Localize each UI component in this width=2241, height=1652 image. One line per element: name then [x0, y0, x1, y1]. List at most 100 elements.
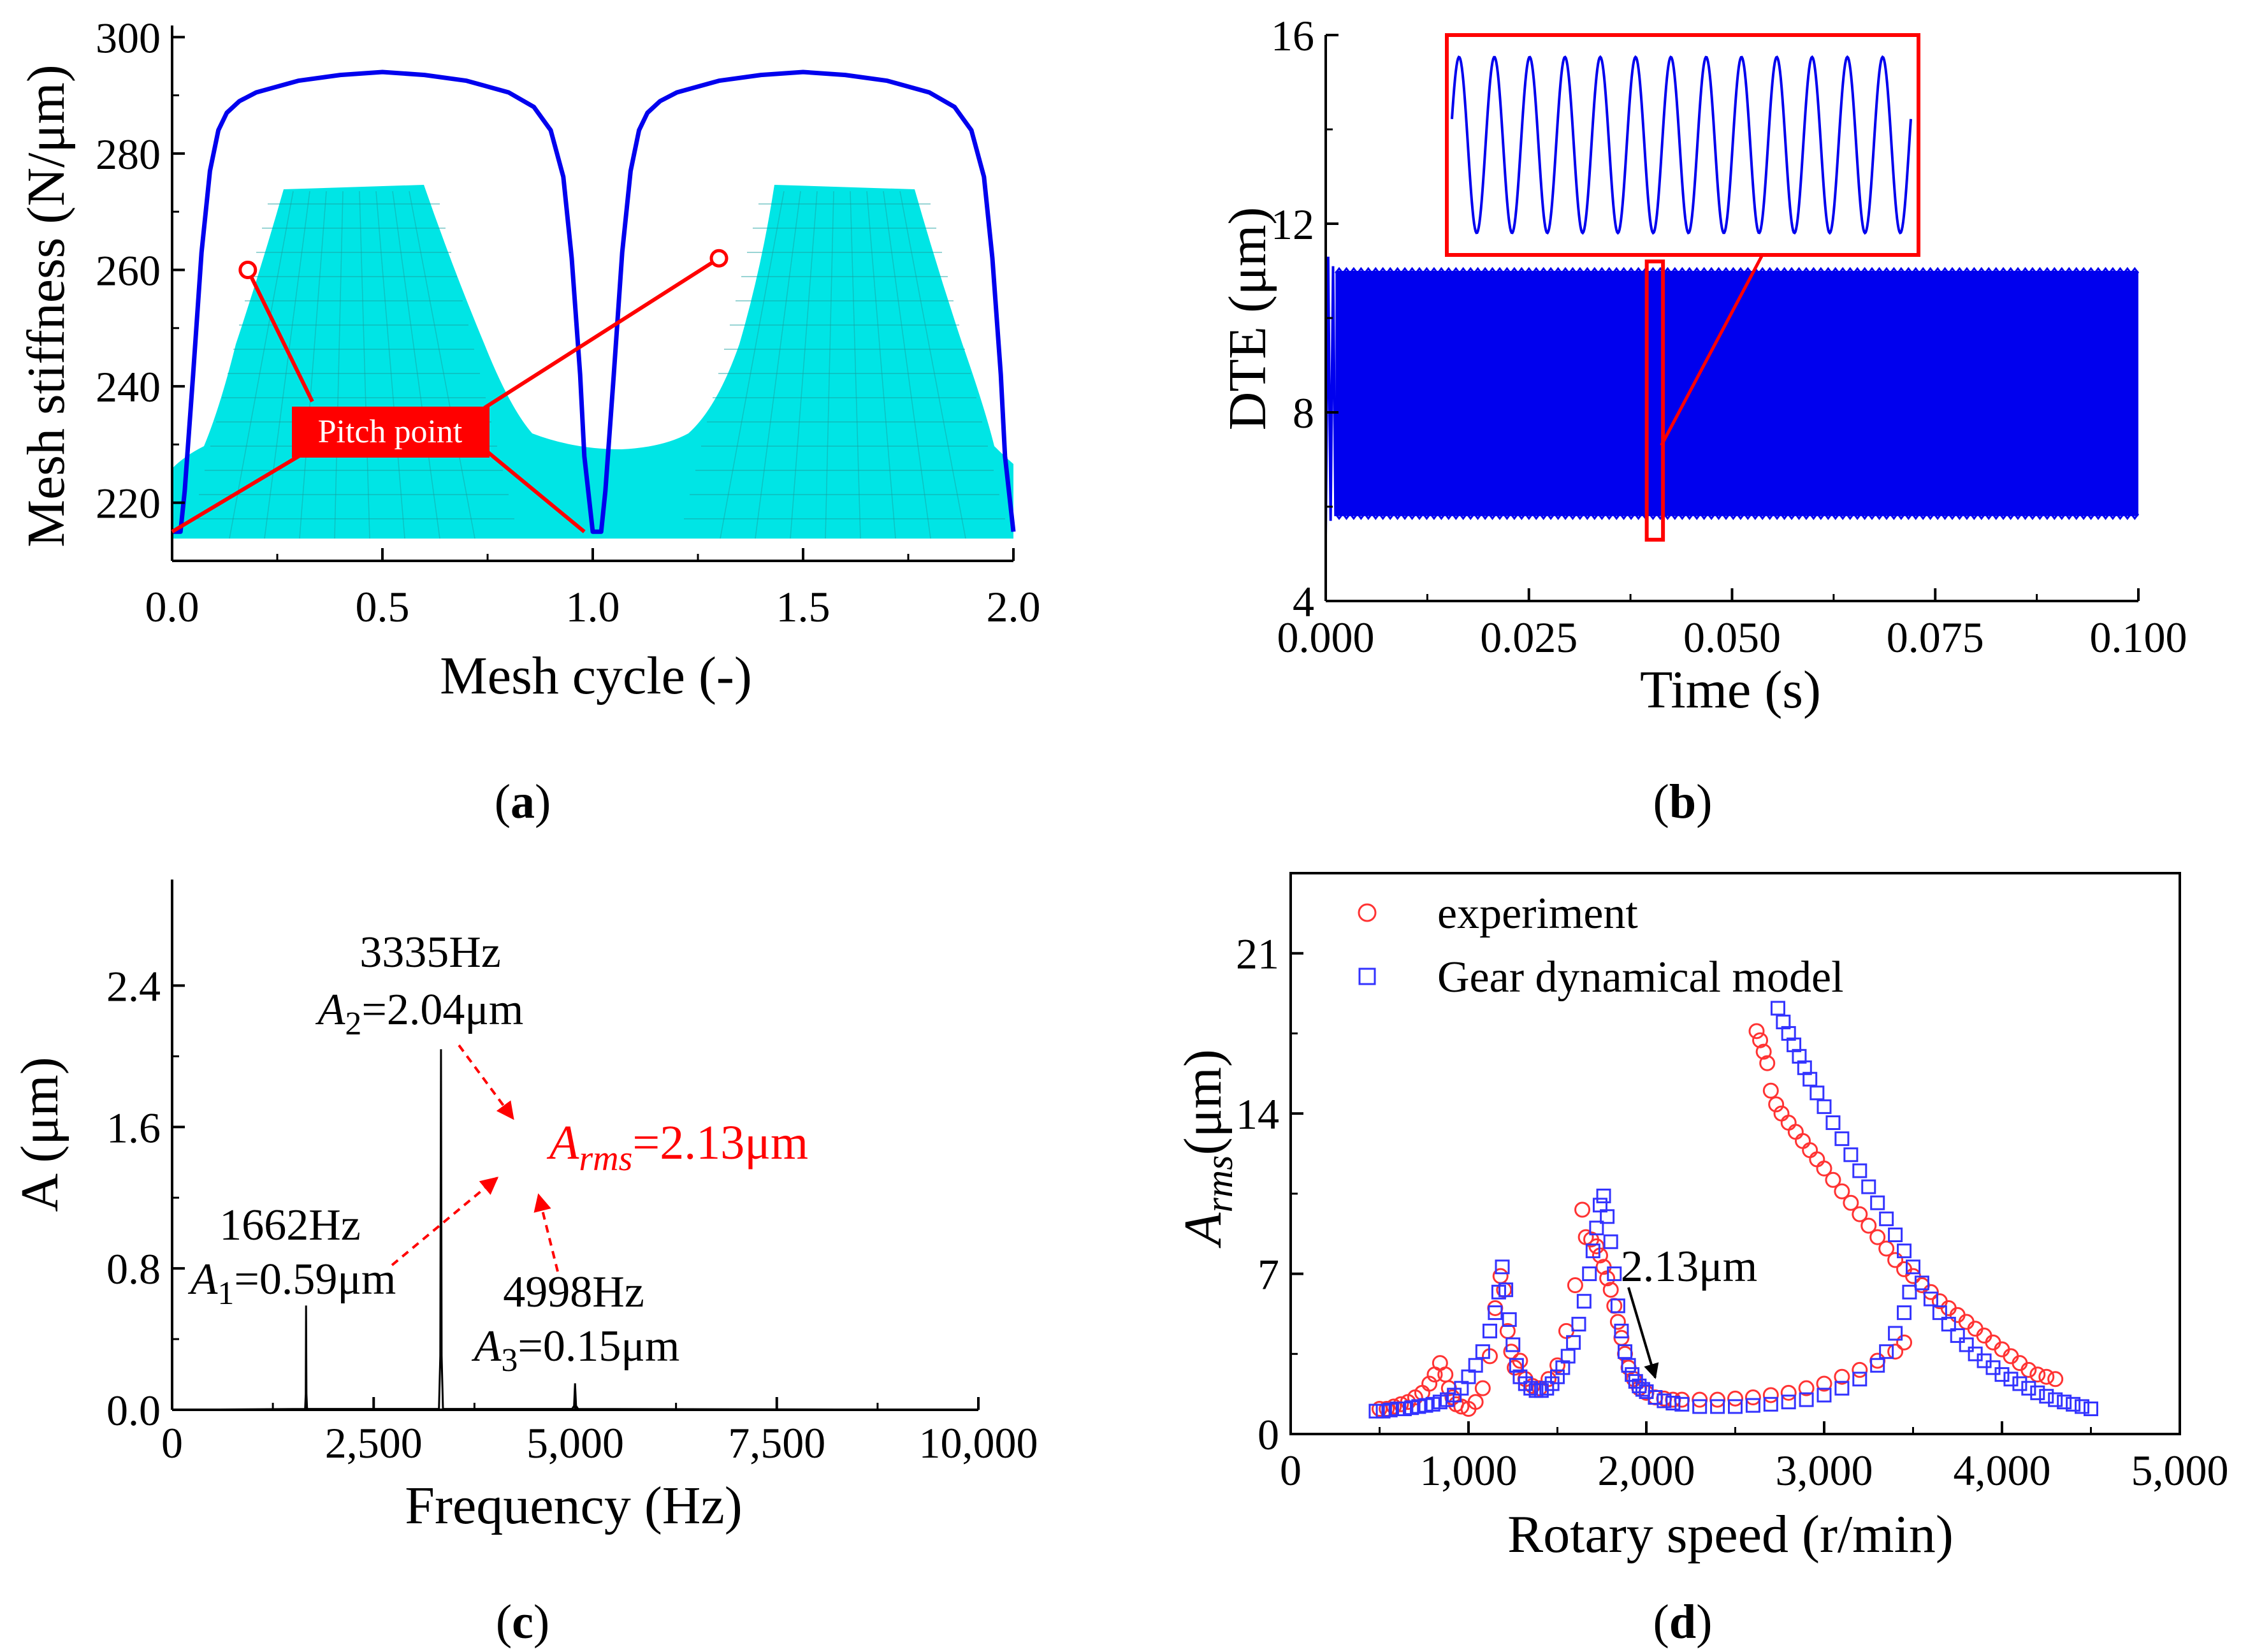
y-tick-label: 1.6 — [106, 1103, 161, 1152]
d-panel-label: (d) — [1653, 1595, 1713, 1649]
experiment-point — [1748, 1023, 1765, 1040]
x-tick-label: 2.0 — [987, 583, 1041, 631]
stiffness-curve — [172, 69, 1016, 534]
experiment-point — [1869, 1352, 1886, 1369]
x-tick-label: 0 — [161, 1419, 183, 1467]
experiment-point — [1809, 1151, 1825, 1168]
y-tick-label: 0 — [1258, 1410, 1279, 1459]
model-point — [2048, 1392, 2063, 1407]
mesh-line — [392, 191, 440, 539]
d-xlabel: Rotary speed (r/min) — [1507, 1505, 1954, 1564]
dte-band — [1335, 271, 2138, 516]
experiment-point — [1887, 1344, 1904, 1360]
peak-3-freq-label: 4998Hz — [503, 1268, 644, 1317]
y-tick-label: 260 — [96, 246, 161, 294]
experiment-point — [1762, 1387, 1779, 1403]
series-model — [1368, 1001, 2098, 1419]
experiment-point — [1869, 1229, 1886, 1245]
experiment-point — [1549, 1357, 1565, 1373]
x-tick-label: 2,500 — [325, 1419, 423, 1467]
experiment-point — [1467, 1394, 1484, 1410]
experiment-point — [1825, 1171, 1841, 1188]
experiment-point — [1487, 1300, 1504, 1316]
experiment-point — [1843, 1194, 1859, 1211]
chart-c: 0 2,500 5,000 7,500 10,000 0.0 0.8 1.6 2.4 1662H… — [10, 880, 1038, 1649]
rms-label: Arms=2.13μm — [546, 1116, 808, 1178]
experiment-point — [2029, 1366, 2046, 1383]
model-point — [1550, 1369, 1565, 1384]
x-tick-label: 5,000 — [2131, 1446, 2229, 1495]
experiment-point — [1780, 1115, 1797, 1131]
x-tick-label: 0.0 — [145, 583, 199, 631]
model-point — [1950, 1328, 1965, 1344]
model-point — [1802, 1071, 1818, 1087]
y-tick-label: 14 — [1236, 1090, 1279, 1138]
legend-experiment-label: experiment — [1437, 889, 1638, 938]
experiment-point — [1816, 1375, 1832, 1392]
model-point — [2021, 1380, 2036, 1396]
rms-annotation: 2.13μm — [1621, 1242, 1757, 1379]
experiment-point — [1752, 1032, 1769, 1048]
model-point — [1475, 1344, 1490, 1359]
experiment-point — [1780, 1384, 1797, 1401]
model-point — [1817, 1099, 1832, 1114]
chart-d: 0 1,000 2,000 3,000 4,000 5,000 0 7 14 21 experim… — [1173, 872, 2229, 1649]
model-point — [1776, 1014, 1791, 1029]
chart-a: 0.0 0.5 1.0 1.5 2.0 220 240 260 280 300 Pitch poi… — [17, 13, 1041, 829]
model-point — [2075, 1399, 2090, 1414]
model-point — [1745, 1398, 1760, 1413]
legend-model-label: Gear dynamical model — [1437, 953, 1844, 1002]
y-tick-label: 300 — [96, 13, 161, 62]
x-tick-label: 0 — [1280, 1446, 1302, 1495]
model-point — [1523, 1380, 1539, 1396]
model-point — [1781, 1395, 1796, 1410]
dte-transient — [1324, 256, 1337, 535]
model-point — [1809, 1085, 1825, 1101]
experiment-point — [1606, 1298, 1623, 1314]
mesh-line — [755, 191, 801, 539]
mesh-line — [359, 191, 370, 539]
model-point — [1787, 1037, 1802, 1052]
mesh-line — [375, 191, 405, 539]
model-point — [1825, 1115, 1841, 1131]
experiment-point — [1567, 1277, 1583, 1294]
mesh-line — [899, 191, 966, 539]
experiment-point — [1802, 1142, 1818, 1159]
model-point — [1843, 1147, 1859, 1163]
x-tick-label: 10,000 — [919, 1419, 1038, 1467]
model-point — [1505, 1337, 1521, 1352]
model-point — [1488, 1305, 1503, 1321]
experiment-point — [2038, 1368, 2055, 1385]
y-tick-label: 12 — [1271, 200, 1314, 249]
leader-line — [483, 447, 586, 533]
legend-d: experiment Gear dynamical model — [1358, 889, 1844, 1002]
a-ylabel: Mesh stiffness (N/μm) — [17, 64, 76, 547]
experiment-point — [1759, 1055, 1776, 1071]
y-tick-label: 4 — [1293, 577, 1314, 626]
model-point — [1728, 1399, 1743, 1414]
peak-2-freq-label: 3335Hz — [359, 928, 501, 977]
annotation-arrow — [1627, 1287, 1659, 1379]
model-point — [1618, 1344, 1633, 1359]
model-point — [1994, 1367, 2010, 1382]
model-point — [1792, 1048, 1807, 1064]
mesh-line — [883, 191, 931, 539]
x-tick-label: 0.025 — [1480, 613, 1577, 662]
experiment-point — [1755, 1043, 1772, 1060]
experiment-point — [1674, 1391, 1690, 1408]
model-point — [1906, 1259, 1920, 1275]
x-tick-label: 0.075 — [1887, 613, 1984, 662]
experiment-point — [1386, 1398, 1402, 1415]
pitch-point-annotation: Pitch point — [171, 249, 729, 533]
mesh-line — [229, 191, 294, 539]
zoom-region-box — [1644, 259, 1665, 542]
x-tick-label: 1.0 — [566, 583, 620, 631]
y-tick-label: 0.8 — [106, 1245, 161, 1293]
model-point — [1560, 1349, 1576, 1364]
model-point — [1870, 1358, 1885, 1373]
model-point — [1468, 1358, 1483, 1373]
model-point — [1498, 1282, 1514, 1298]
a-xlabel: Mesh cycle (-) — [440, 646, 752, 706]
experiment-point — [1795, 1133, 1811, 1149]
